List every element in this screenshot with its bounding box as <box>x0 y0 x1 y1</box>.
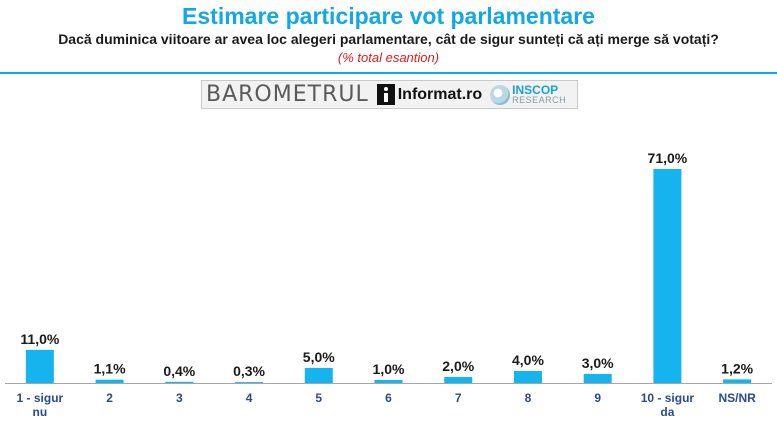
category-label-6: 6 <box>385 391 392 405</box>
header-divider <box>0 72 777 74</box>
category-label-7: 7 <box>455 391 462 405</box>
category-label-line: 4 <box>246 391 253 405</box>
category-label-line: 1 - sigur <box>17 391 64 405</box>
value-label-7: 2,0% <box>442 358 474 374</box>
inscop-logo-name: INSCOP <box>512 82 559 97</box>
category-label-line: nu <box>33 405 48 419</box>
value-label-4: 0,3% <box>233 363 265 379</box>
category-label-8: 8 <box>525 391 532 405</box>
category-label-3: 3 <box>176 391 183 405</box>
value-label-5: 5,0% <box>303 349 335 365</box>
bar-2 <box>95 379 124 383</box>
info-icon <box>376 84 395 105</box>
value-label-2: 1,1% <box>94 361 126 377</box>
bar-8 <box>513 370 542 383</box>
value-label-1: 11,0% <box>20 331 59 347</box>
bar-3 <box>165 381 194 383</box>
category-label-line: 3 <box>176 391 183 405</box>
bar-7 <box>444 376 473 383</box>
bar-5 <box>304 367 333 383</box>
category-label-5: 5 <box>315 391 322 405</box>
inscop-logo: INSCOP RESEARCH <box>512 82 567 105</box>
value-label-6: 1,0% <box>373 361 405 377</box>
value-label-9: 3,0% <box>582 355 614 371</box>
category-label-line: 9 <box>594 391 601 405</box>
inscop-globe-icon <box>490 84 511 105</box>
category-label-line: da <box>660 405 674 419</box>
category-label-line: 5 <box>315 391 322 405</box>
partner-logo-strip: BAROMETRUL Informat.ro INSCOP RESEARCH <box>201 80 578 109</box>
bar-6 <box>374 379 403 383</box>
category-label-4: 4 <box>246 391 253 405</box>
category-label-line: 8 <box>525 391 532 405</box>
category-label-2: 2 <box>106 391 113 405</box>
category-label-line: 7 <box>455 391 462 405</box>
sample-note: (% total esantion) <box>337 50 440 65</box>
category-label-9: 9 <box>594 391 601 405</box>
value-label-8: 4,0% <box>512 352 544 368</box>
value-label-10: 71,0% <box>648 150 688 166</box>
category-label-line: 10 - sigur <box>641 391 695 405</box>
barometrul-logo: BAROMETRUL <box>206 82 369 107</box>
bar-11 <box>723 379 752 383</box>
bar-9 <box>583 373 612 383</box>
category-label-line: 2 <box>106 391 113 405</box>
value-label-11: 1,2% <box>721 360 753 376</box>
category-label-10: 10 - sigur da <box>641 391 695 419</box>
category-label-line: 6 <box>385 391 392 405</box>
bar-1 <box>25 349 54 383</box>
bar-10 <box>653 169 682 383</box>
bar-4 <box>235 382 264 383</box>
chart-title: Estimare participare vot parlamentare <box>182 3 595 29</box>
category-label-line: NS/NR <box>718 391 756 405</box>
inscop-logo-sub: RESEARCH <box>512 94 567 105</box>
value-label-3: 0,4% <box>163 363 195 379</box>
informat-logo: Informat.ro <box>397 85 483 103</box>
category-label-11: NS/NR <box>718 391 756 405</box>
category-label-1: 1 - sigur nu <box>17 391 64 419</box>
chart-subtitle: Dacă duminica viitoare ar avea loc alege… <box>58 31 719 47</box>
